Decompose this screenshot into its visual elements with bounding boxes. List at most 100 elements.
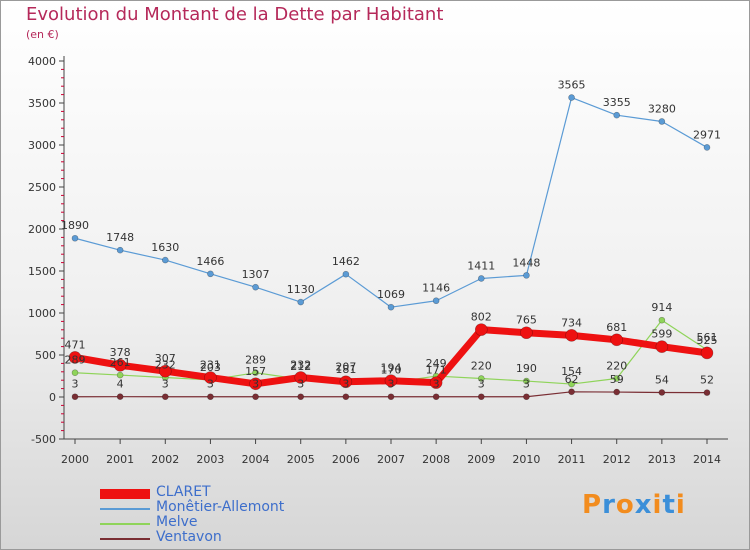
data-point-ventavon — [207, 393, 214, 401]
data-label-claret: 181 — [335, 363, 356, 376]
data-label-ventavon: 3 — [523, 378, 530, 391]
x-tick-label: 2010 — [512, 453, 540, 466]
data-label-ventavon: 59 — [610, 373, 624, 386]
data-point-claret — [294, 371, 308, 384]
x-tick-label: 2012 — [603, 453, 631, 466]
y-tick-label: -500 — [31, 433, 56, 446]
data-label-claret: 171 — [426, 364, 447, 377]
data-label-melve: 203 — [200, 361, 221, 374]
y-tick-label: 4000 — [28, 55, 56, 68]
data-point-mon-tier-allemont — [477, 275, 485, 282]
data-label-claret: 471 — [65, 338, 86, 351]
data-point-ventavon — [658, 389, 666, 396]
data-label-mon-tier-allemont: 1748 — [106, 231, 134, 244]
data-point-claret — [429, 376, 443, 389]
data-point-mon-tier-allemont — [297, 298, 305, 306]
data-point-mon-tier-allemont — [71, 234, 79, 242]
data-point-claret — [520, 326, 533, 340]
data-label-melve: 212 — [290, 360, 311, 373]
data-point-claret — [700, 346, 714, 360]
proxiti-logo: Proxiti — [582, 490, 686, 520]
legend-label-ventavon: Ventavon — [156, 529, 222, 545]
data-label-ventavon: 3 — [207, 378, 214, 391]
data-point-melve — [568, 380, 575, 388]
data-point-mon-tier-allemont — [613, 111, 621, 119]
data-point-ventavon — [116, 393, 124, 400]
data-label-ventavon: 3 — [478, 378, 485, 391]
data-label-mon-tier-allemont: 1448 — [512, 256, 540, 269]
x-tick-label: 2011 — [558, 453, 586, 466]
data-label-melve: 289 — [245, 354, 266, 367]
data-point-ventavon — [161, 393, 169, 401]
y-tick-label: 2000 — [28, 223, 56, 236]
data-label-ventavon: 62 — [565, 373, 579, 386]
data-point-mon-tier-allemont — [432, 297, 440, 305]
data-label-mon-tier-allemont: 1462 — [332, 255, 360, 268]
data-point-ventavon — [387, 393, 395, 401]
data-label-ventavon: 3 — [433, 378, 440, 391]
data-label-mon-tier-allemont: 1307 — [242, 268, 270, 281]
data-point-melve — [613, 375, 621, 382]
data-point-melve — [252, 369, 259, 377]
y-tick-label: 1500 — [28, 265, 56, 278]
chart-title: Evolution du Montant de la Dette par Hab… — [26, 4, 444, 25]
data-label-melve: 914 — [651, 301, 672, 314]
data-label-melve: 220 — [606, 360, 627, 373]
data-label-ventavon: 3 — [252, 378, 259, 391]
data-label-melve: 207 — [335, 361, 356, 374]
x-tick-label: 2003 — [196, 453, 224, 466]
data-label-melve: 261 — [110, 356, 131, 369]
x-tick-label: 2002 — [151, 453, 179, 466]
data-point-ventavon — [703, 389, 711, 396]
data-point-ventavon — [432, 393, 440, 401]
data-point-mon-tier-allemont — [387, 303, 395, 311]
legend-swatch-mon-tier-allemont — [100, 508, 150, 510]
data-label-claret: 734 — [561, 316, 582, 329]
data-point-claret — [384, 374, 398, 388]
data-point-ventavon — [477, 393, 485, 401]
data-label-ventavon: 3 — [72, 378, 79, 391]
x-tick-label: 2005 — [287, 453, 315, 466]
data-label-mon-tier-allemont: 1146 — [422, 282, 450, 295]
y-tick-label: 1000 — [28, 307, 56, 320]
data-point-claret — [113, 358, 127, 372]
data-label-mon-tier-allemont: 2971 — [693, 128, 721, 141]
data-label-melve: 220 — [471, 360, 492, 373]
data-label-claret: 157 — [245, 365, 266, 378]
data-label-ventavon: 3 — [162, 378, 169, 391]
y-tick-label: 3500 — [28, 97, 56, 110]
data-label-melve: 190 — [516, 362, 537, 375]
data-label-melve: 232 — [155, 359, 176, 372]
data-point-ventavon — [342, 393, 350, 401]
y-tick-label: 2500 — [28, 181, 56, 194]
logo-letter: r — [602, 490, 616, 520]
data-label-mon-tier-allemont: 1411 — [467, 259, 495, 272]
data-label-mon-tier-allemont: 1069 — [377, 288, 405, 301]
data-label-melve: 249 — [426, 357, 447, 370]
x-tick-label: 2008 — [422, 453, 450, 466]
data-point-claret — [474, 323, 488, 336]
data-point-claret — [204, 371, 217, 384]
x-tick-label: 2014 — [693, 453, 721, 466]
data-label-claret: 378 — [110, 346, 131, 359]
x-tick-label: 2013 — [648, 453, 676, 466]
data-point-melve — [658, 316, 666, 324]
data-label-mon-tier-allemont: 1130 — [287, 283, 315, 296]
data-point-mon-tier-allemont — [523, 272, 530, 279]
data-label-claret: 681 — [606, 321, 627, 334]
y-tick-label: 0 — [49, 391, 56, 404]
data-point-mon-tier-allemont — [116, 246, 124, 254]
data-point-melve — [523, 377, 530, 385]
data-point-ventavon — [297, 393, 305, 401]
data-point-mon-tier-allemont — [207, 270, 214, 278]
data-point-ventavon — [613, 388, 621, 396]
data-point-ventavon — [568, 388, 575, 396]
data-point-claret — [68, 351, 82, 364]
data-label-claret: 802 — [471, 311, 492, 324]
data-label-ventavon: 3 — [297, 378, 304, 391]
legend-label-melve: Melve — [156, 514, 198, 530]
logo-letter: x — [634, 490, 653, 520]
logo-letter: i — [652, 490, 663, 520]
